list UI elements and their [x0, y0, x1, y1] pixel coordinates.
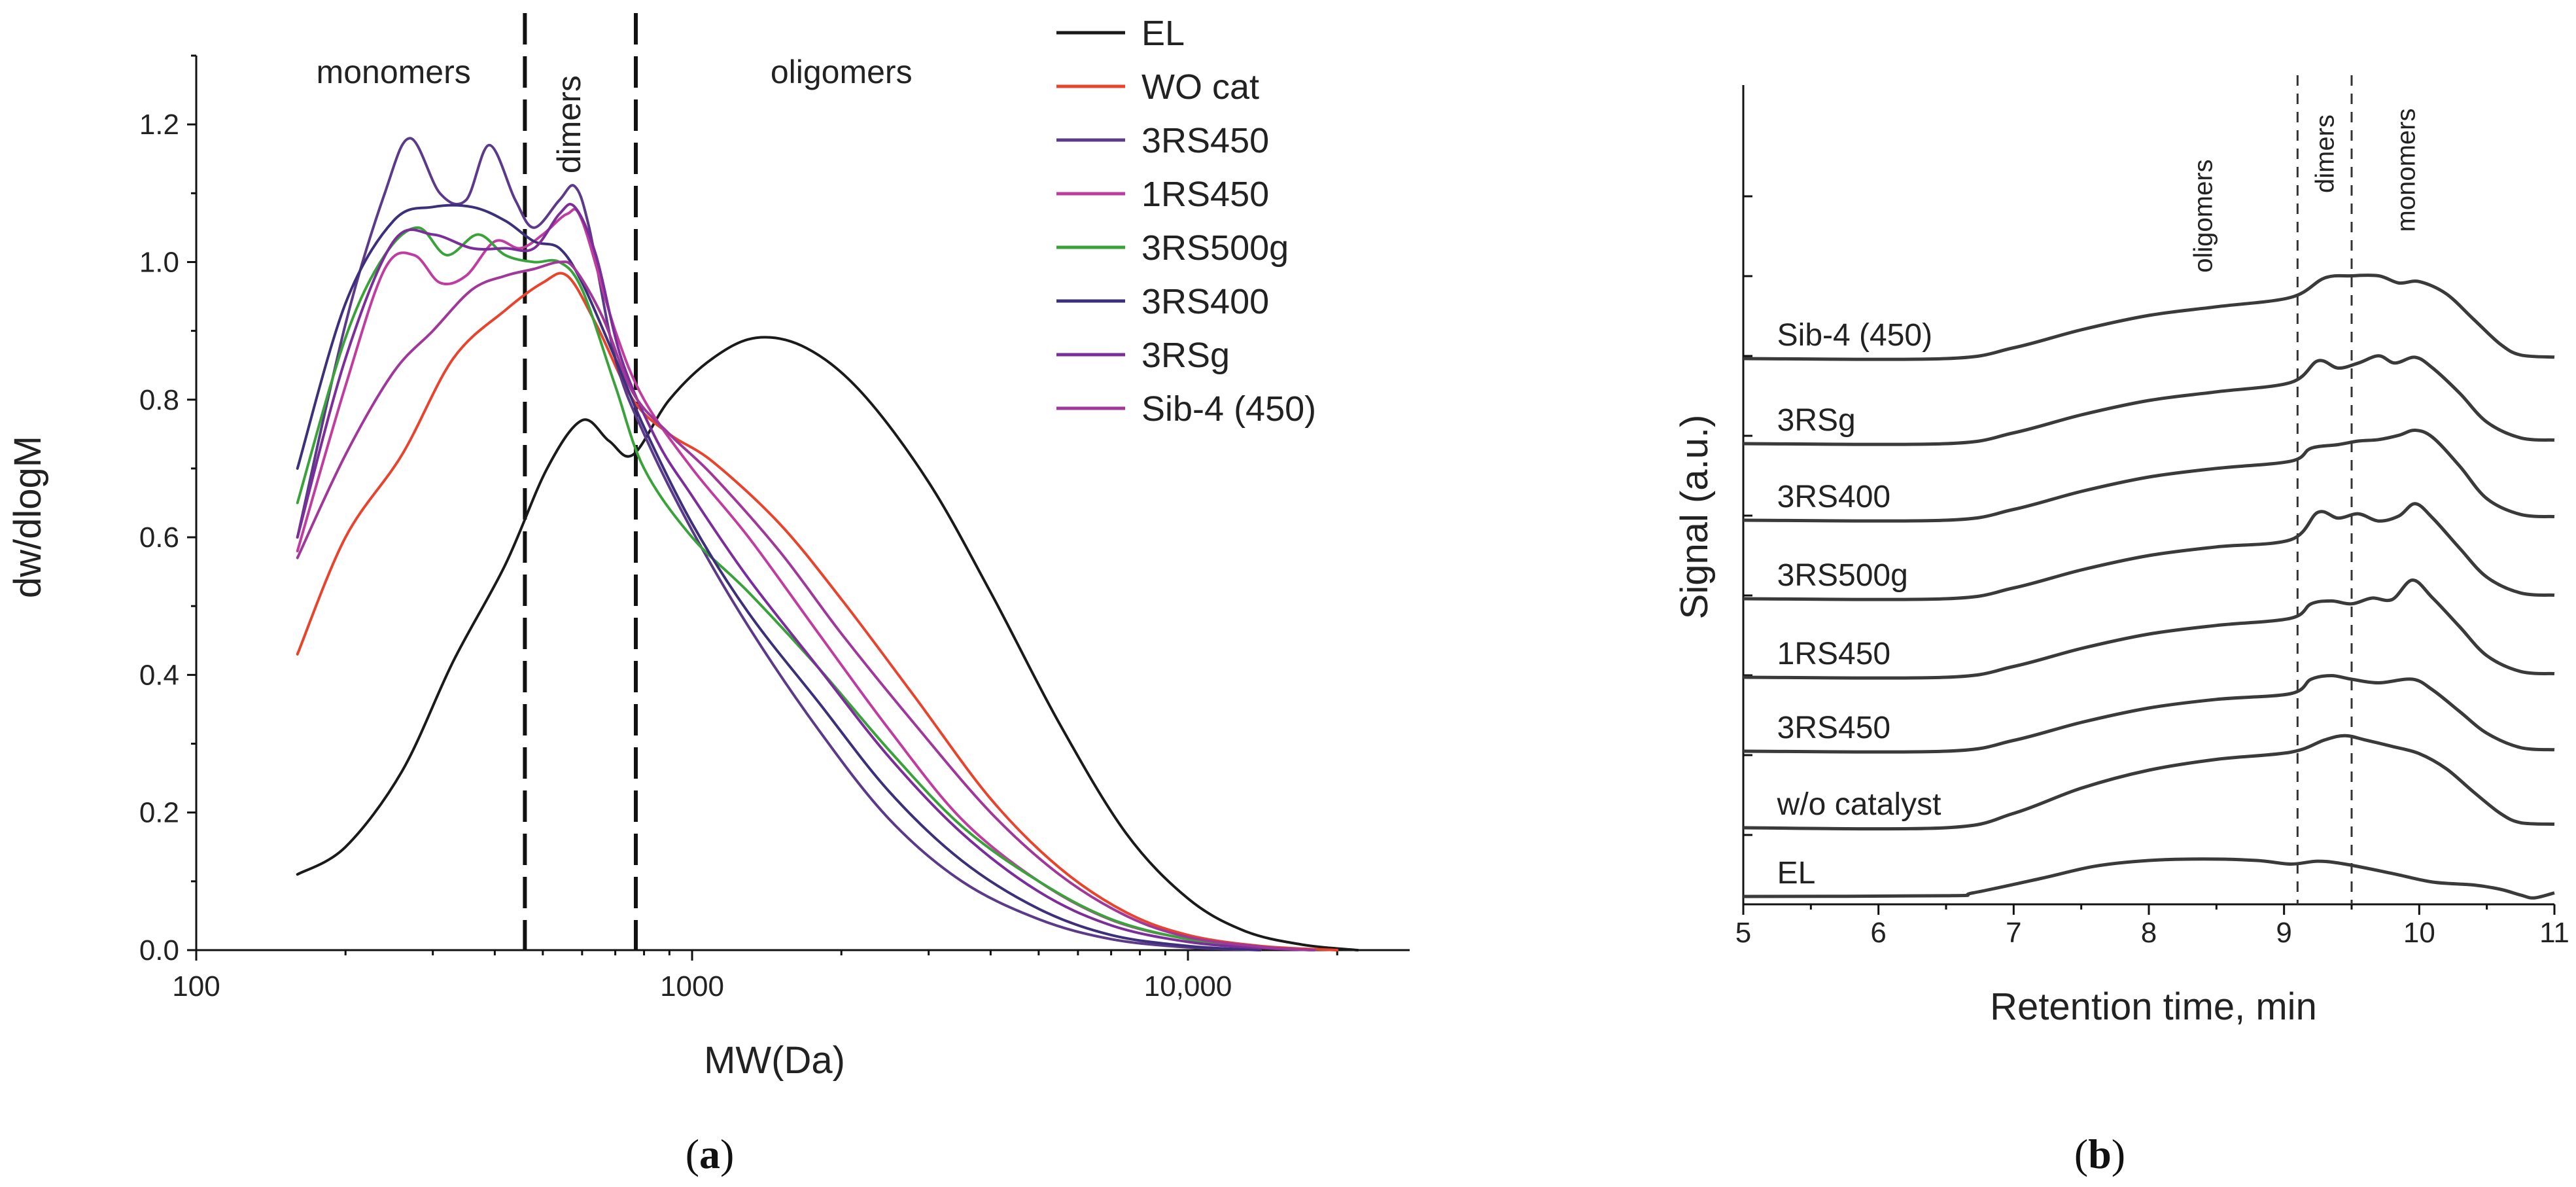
series-line-3rsg	[296, 203, 1316, 951]
panel-b-region-labels: oligomers dimers monomers	[2189, 109, 2421, 273]
legend-label-1rs450: 1RS450	[1141, 175, 1269, 214]
panel-b-x-tick-label: 6	[1870, 917, 1886, 949]
panel-a-line-chart: 0.0 0.2 0.4 0.6 0.8 1.0 1.2 100 1000 10,000 monom…	[7, 13, 1410, 1177]
trace-line-3rs450	[1743, 674, 2555, 754]
panel-b-region-monomers: monomers	[2392, 109, 2421, 232]
panel-b-region-oligomers: oligomers	[2189, 159, 2218, 272]
trace-line-3rs500g	[1743, 502, 2555, 601]
series-line-3rs400	[296, 204, 1262, 951]
panel-b-x-tick-label: 8	[2141, 917, 2157, 949]
panel-a-region-labels: monomers dimers oligomers	[317, 54, 913, 173]
trace-label-w-o-catalyst: w/o catalyst	[1777, 787, 1941, 822]
trace-label-3rs450: 3RS450	[1777, 711, 1890, 745]
panel-a-y-tick-label: 0.2	[139, 797, 179, 829]
legend-label-3rs450: 3RS450	[1141, 121, 1269, 160]
legend-label-wo-cat: WO cat	[1141, 67, 1259, 107]
panel-a-open-paren: (	[686, 1131, 699, 1177]
trace-line-sib-4-450	[1743, 274, 2555, 361]
panel-a-axes: 0.0 0.2 0.4 0.6 0.8 1.0 1.2 100 1000 10,000	[139, 54, 1410, 1002]
panel-a-legend: EL WO cat 3RS450 1RS450 3RS500g 3RS400 3RSg Sib…	[1056, 14, 1316, 429]
panel-a-y-tick-label: 1.2	[139, 109, 179, 141]
panel-a-y-tick-label: 0.8	[139, 384, 179, 416]
panel-b-x-tick-label: 7	[2006, 917, 2021, 949]
panel-a-close-paren: )	[720, 1131, 734, 1177]
series-line-el	[296, 336, 1359, 951]
panel-b-stacked-chromatograms: 5 6 7 8 9 10 11 EL w/o catalyst 3RS450 1RS450 3RS5…	[1673, 75, 2569, 1177]
legend-label-el: EL	[1141, 14, 1185, 53]
panel-b-caption: (b)	[2074, 1131, 2125, 1177]
panel-a-x-tick-label: 100	[172, 970, 220, 1002]
panel-b-close-paren: )	[2112, 1131, 2125, 1177]
panel-a-letter: a	[699, 1131, 720, 1177]
panel-a-x-tick-label: 10,000	[1144, 970, 1232, 1002]
series-line-wo-cat	[296, 272, 1339, 951]
panel-a-series-lines	[296, 137, 1359, 951]
panel-a-caption: (a)	[686, 1131, 735, 1177]
legend-label-3rsg: 3RSg	[1141, 336, 1230, 375]
legend-label-3rs500g: 3RS500g	[1141, 228, 1289, 268]
series-line-3rs450	[296, 137, 1262, 951]
trace-line-el	[1743, 857, 2555, 900]
panel-b-region-dimers: dimers	[2311, 115, 2340, 193]
panel-b-axes: 5 6 7 8 9 10 11	[1735, 85, 2569, 949]
series-line-3rs500g	[296, 226, 1316, 951]
panel-a-region-oligomers: oligomers	[771, 54, 913, 90]
trace-label-3rsg: 3RSg	[1777, 403, 1856, 438]
trace-line-3rsg	[1743, 354, 2555, 446]
panel-b-y-axis-title: Signal (a.u.)	[1673, 415, 1716, 620]
panel-b-region-dividers	[2296, 75, 2353, 904]
panel-b-x-tick-label: 10	[2403, 917, 2435, 949]
panel-b-x-tick-label: 5	[1735, 917, 1751, 949]
panel-a-region-dividers	[523, 13, 638, 950]
trace-line-3rs400	[1743, 428, 2555, 523]
panel-a-y-tick-label: 1.0	[139, 246, 179, 278]
panel-a-y-tick-label: 0.4	[139, 659, 179, 691]
panel-a-region-dimers: dimers	[551, 75, 587, 173]
panel-a-y-axis-title: dw/dlogM	[7, 436, 49, 598]
panel-a-x-tick-label: 1000	[660, 970, 724, 1002]
trace-line-1rs450	[1743, 578, 2555, 680]
trace-label-1rs450: 1RS450	[1777, 637, 1890, 671]
panel-b-open-paren: (	[2074, 1131, 2088, 1177]
trace-label-3rs400: 3RS400	[1777, 480, 1890, 514]
panel-b-x-tick-label: 11	[2539, 917, 2569, 949]
trace-line-w-o-catalyst	[1743, 734, 2555, 831]
panel-a-x-axis-title: MW(Da)	[704, 1039, 845, 1082]
trace-label-3rs500g: 3RS500g	[1777, 558, 1908, 593]
panel-b-traces: EL w/o catalyst 3RS450 1RS450 3RS500g 3RS400 3…	[1743, 274, 2555, 900]
legend-label-sib-4-450: Sib-4 (450)	[1141, 389, 1316, 429]
panel-b-x-axis-title: Retention time, min	[1990, 985, 2317, 1028]
legend-label-3rs400: 3RS400	[1141, 282, 1269, 321]
panel-b-x-tick-label: 9	[2276, 917, 2291, 949]
trace-label-sib-4-450: Sib-4 (450)	[1777, 318, 1932, 353]
panel-a-region-monomers: monomers	[317, 54, 471, 90]
panel-b-letter: b	[2088, 1131, 2112, 1177]
series-line-sib-4-450	[296, 260, 1316, 951]
panel-a-y-tick-label: 0.6	[139, 522, 179, 554]
panel-a-y-tick-label: 0.0	[139, 934, 179, 966]
trace-label-el: EL	[1777, 856, 1816, 891]
